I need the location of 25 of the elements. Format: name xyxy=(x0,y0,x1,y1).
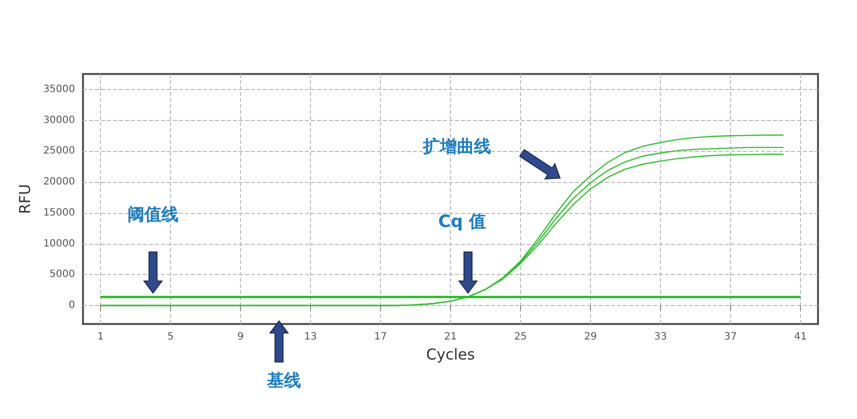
y-tick-label: 35000 xyxy=(43,84,75,95)
x-axis-title: Cycles xyxy=(426,345,476,364)
y-tick-label: 30000 xyxy=(43,114,75,126)
y-axis-title: RFU xyxy=(16,184,34,214)
y-tick-label: 20000 xyxy=(43,176,75,188)
y-tick-label: 10000 xyxy=(43,238,75,250)
annotation: Cq 值 xyxy=(438,212,486,232)
x-tick-label: 41 xyxy=(794,332,807,342)
y-tick-label: 0 xyxy=(68,300,75,311)
x-tick-label: 25 xyxy=(514,332,527,342)
x-tick-label: 17 xyxy=(374,332,387,342)
y-tick-label: 5000 xyxy=(50,269,75,280)
text: 基线 xyxy=(266,371,301,391)
x-tick-label: 5 xyxy=(167,332,174,342)
y-tick-label: 25000 xyxy=(43,146,75,157)
x-tick-label: 1 xyxy=(97,332,104,342)
x-tick-label: 13 xyxy=(304,332,317,342)
annotation: 扩增曲线 xyxy=(422,137,491,157)
x-tick-label: 37 xyxy=(724,332,737,342)
y-tick-label: 15000 xyxy=(43,207,75,218)
annotation: 阈值线 xyxy=(128,205,178,225)
x-tick-label: 29 xyxy=(584,332,597,342)
x-tick-label: 33 xyxy=(654,332,667,342)
x-tick-label: 9 xyxy=(237,332,244,342)
x-tick-label: 21 xyxy=(444,332,457,342)
